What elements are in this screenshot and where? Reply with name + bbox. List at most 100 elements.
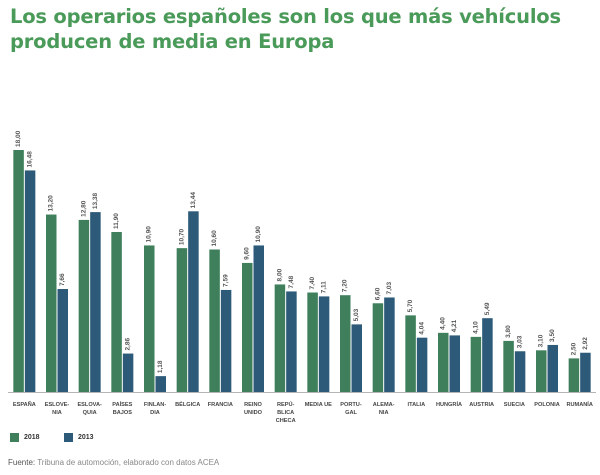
bar-2013-15	[514, 351, 526, 392]
x-tick-label-10-1: GAL	[345, 410, 357, 416]
data-label-2018-17: 2,50	[570, 342, 577, 355]
legend-label-2018: 2018	[24, 434, 40, 441]
data-label-2018-12: 5,70	[407, 299, 414, 312]
x-tick-label-3-0: PAÍSES	[112, 400, 132, 408]
data-label-2018-14: 4,10	[472, 321, 479, 334]
x-tick-label-1-1: NIA	[52, 410, 62, 416]
data-label-2018-2: 12,80	[80, 200, 87, 217]
title-line-1: Los operarios españoles son los que más …	[10, 5, 561, 28]
x-tick-label-14-0: AUSTRIA	[469, 402, 494, 408]
x-tick-label-0-0: ESPAÑA	[13, 401, 36, 408]
x-tick-label-2-0: ESLOVA-	[77, 402, 102, 408]
bar-2018-16	[536, 350, 547, 392]
bar-2018-8	[274, 284, 286, 392]
bar-2013-11	[384, 297, 395, 392]
x-tick-label-10-0: PORTU-	[340, 402, 362, 408]
data-label-2013-7: 10,90	[255, 226, 262, 243]
data-label-2013-2: 13,38	[92, 192, 99, 209]
data-label-2013-0: 16,48	[27, 151, 34, 168]
bar-2013-6	[220, 289, 232, 392]
bar-2018-0	[13, 150, 24, 392]
legend-swatch-2018	[10, 433, 19, 442]
data-label-2013-8: 7,48	[288, 275, 295, 288]
data-label-2018-1: 13,20	[48, 195, 55, 212]
bar-2013-0	[24, 170, 36, 392]
bar-2013-14	[482, 318, 493, 392]
source-text: Tribuna de automoción, elaborado con dat…	[37, 458, 220, 467]
data-label-2018-6: 10,60	[211, 230, 218, 247]
x-tick-label-7-0: REINO	[244, 402, 262, 408]
data-label-2013-9: 7,11	[321, 281, 328, 294]
bar-2018-12	[405, 315, 416, 392]
bar-2018-3	[111, 232, 122, 392]
data-label-2018-10: 7,20	[342, 279, 349, 292]
bar-2018-15	[503, 340, 514, 392]
x-tick-label-12-0: ITALIA	[408, 402, 426, 408]
bar-2018-14	[470, 336, 482, 392]
x-tick-label-13-0: HUNGRÍA	[436, 400, 462, 408]
data-label-2018-3: 11,90	[113, 213, 120, 229]
data-label-2013-1: 7,66	[59, 273, 66, 286]
x-tick-label-2-1: QUIA	[83, 410, 97, 416]
bar-2018-1	[46, 214, 57, 392]
x-tick-label-5-0: BÉLGICA	[175, 400, 200, 408]
data-label-2018-0: 18,00	[15, 130, 22, 147]
x-tick-label-1-0: ESLOVE-	[45, 402, 70, 408]
bar-2013-13	[449, 335, 460, 392]
bar-2013-12	[416, 337, 428, 392]
bar-2018-6	[209, 249, 220, 392]
bar-2013-7	[253, 245, 264, 392]
data-label-2018-5: 10,70	[178, 228, 185, 245]
x-tick-label-11-1: NIA	[379, 410, 389, 416]
bar-2013-3	[122, 353, 134, 392]
x-tick-label-7-1: UNIDO	[244, 410, 263, 416]
bar-2013-8	[286, 291, 297, 392]
data-label-2018-9: 7,40	[309, 276, 316, 289]
x-tick-label-6-0: FRANCIA	[208, 402, 233, 408]
bar-2018-2	[78, 219, 90, 392]
x-tick-label-11-0: ALEMA-	[373, 402, 395, 408]
bar-2018-9	[307, 292, 318, 392]
data-label-2013-15: 3,03	[517, 335, 524, 348]
bar-2013-16	[547, 344, 558, 392]
chart-title: Los operarios españoles son los que más …	[10, 4, 590, 54]
data-label-2013-17: 2,92	[582, 337, 589, 350]
x-tick-label-8-0: REPÚ-	[277, 401, 295, 408]
data-label-2018-15: 3,80	[505, 325, 512, 338]
data-label-2013-3: 2,86	[125, 338, 132, 351]
data-label-2013-4: 1,18	[157, 360, 164, 373]
data-label-2013-13: 4,21	[451, 319, 458, 332]
bar-2018-5	[176, 248, 188, 392]
bar-2013-4	[155, 376, 166, 392]
x-tick-label-3-1: BAJOS	[113, 410, 133, 416]
x-tick-label-16-0: POLONIA	[534, 402, 559, 408]
title-line-2: producen de media en Europa	[10, 30, 335, 53]
data-label-2018-16: 3,10	[538, 334, 545, 347]
source-note: Fuente: Tribuna de automoción, elaborado…	[8, 458, 219, 467]
bar-2013-9	[318, 296, 330, 392]
x-tick-label-4-1: DIA	[150, 410, 160, 416]
data-label-2018-4: 10,90	[146, 226, 153, 243]
bar-2013-5	[188, 211, 199, 392]
bar-2013-17	[580, 352, 591, 392]
x-tick-label-15-0: SUECIA	[504, 402, 525, 408]
data-label-2013-5: 13,44	[190, 192, 197, 209]
source-prefix: Fuente:	[8, 458, 36, 467]
data-label-2013-6: 7,59	[223, 274, 230, 287]
bar-2013-1	[57, 289, 68, 392]
x-tick-label-8-2: CHECA	[276, 418, 296, 424]
data-label-2013-11: 7,03	[386, 281, 393, 294]
x-tick-label-4-0: FINLAN-	[144, 402, 167, 408]
data-label-2018-8: 8,00	[276, 268, 283, 281]
x-tick-label-17-0: RUMANÍA	[566, 400, 592, 408]
legend-swatch-2013	[64, 433, 73, 442]
x-tick-label-8-1: BLICA	[277, 410, 294, 416]
bar-2018-4	[144, 245, 155, 392]
x-tick-label-9-0: MEDIA UE	[305, 402, 332, 408]
data-label-2013-10: 5,03	[353, 308, 360, 321]
data-label-2018-13: 4,40	[440, 317, 447, 330]
data-label-2013-14: 5,49	[484, 302, 491, 315]
data-label-2013-12: 4,04	[419, 322, 426, 335]
bar-2013-2	[90, 212, 101, 392]
